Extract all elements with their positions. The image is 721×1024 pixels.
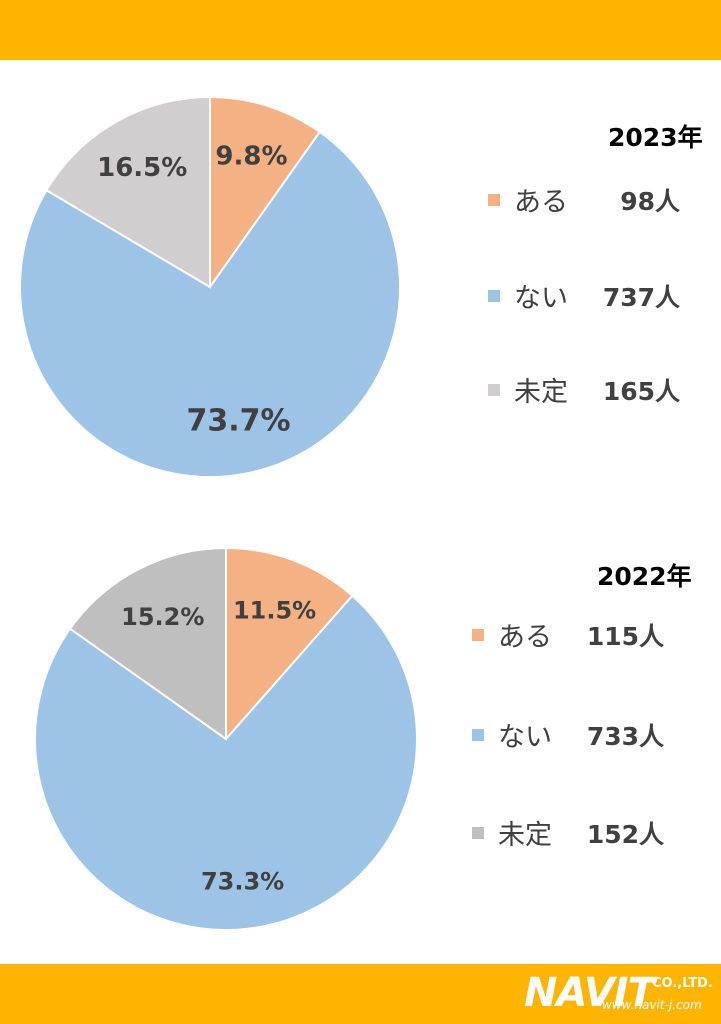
slice-nai xyxy=(19,130,401,478)
legend-count: 152人 xyxy=(586,819,664,849)
chart-title-2023: 2023年 xyxy=(608,123,703,152)
legend-count: 733人 xyxy=(586,721,664,751)
slice-aru xyxy=(209,95,322,291)
legend-count: 115人 xyxy=(586,621,664,651)
legend-swatch xyxy=(472,728,484,741)
slice-aru xyxy=(225,546,354,742)
legend-swatch xyxy=(472,826,484,839)
legend-swatch xyxy=(488,383,500,396)
legend-swatch xyxy=(488,193,500,206)
legend-label: ある xyxy=(498,622,552,653)
logo-url: www.navit-j.com xyxy=(602,998,702,1012)
legend-label: ある xyxy=(514,187,568,218)
footer-band xyxy=(0,964,721,1024)
legend-count: 98人 xyxy=(620,186,680,216)
slice-nai xyxy=(34,594,418,931)
pct-label-nai: 73.7% xyxy=(187,403,291,438)
pct-label-nai: 73.3% xyxy=(201,867,284,895)
pct-label-aru: 11.5% xyxy=(233,596,316,624)
logo-suffix: CO.,LTD. xyxy=(652,976,713,991)
chart-title-2022: 2022年 xyxy=(597,562,692,591)
legend-item-mitei: 未定 165人 xyxy=(488,370,680,409)
legend-item-nai: ない 733人 xyxy=(472,715,664,754)
pct-label-mitei: 15.2% xyxy=(121,603,204,631)
pie-chart-2023: 9.8% 73.7% 16.5% xyxy=(19,95,401,478)
pie-chart-2022: 11.5% 73.3% 15.2% xyxy=(34,546,418,931)
pct-label-mitei: 16.5% xyxy=(97,153,187,183)
slice-mitei xyxy=(68,546,227,741)
slice-mitei xyxy=(45,95,211,289)
navit-logo: NAVIT CO.,LTD. www.navit-j.com xyxy=(524,968,714,1020)
legend-count: 737人 xyxy=(602,282,680,312)
legend-item-aru: ある 115人 xyxy=(472,615,664,654)
legend-label: 未定 xyxy=(514,377,568,408)
legend-swatch xyxy=(472,628,484,641)
pct-label-aru: 9.8% xyxy=(215,142,287,172)
legend-count: 165人 xyxy=(602,376,680,406)
logo-mark: NAVIT xyxy=(524,970,655,1016)
legend-label: ない xyxy=(514,283,568,314)
legend-item-mitei: 未定 152人 xyxy=(472,813,664,852)
header-band xyxy=(0,0,721,60)
legend-label: 未定 xyxy=(498,820,552,851)
legend-item-aru: ある 98人 xyxy=(488,180,680,219)
legend-label: ない xyxy=(498,722,552,753)
legend-swatch xyxy=(488,289,500,302)
legend-item-nai: ない 737人 xyxy=(488,276,680,315)
